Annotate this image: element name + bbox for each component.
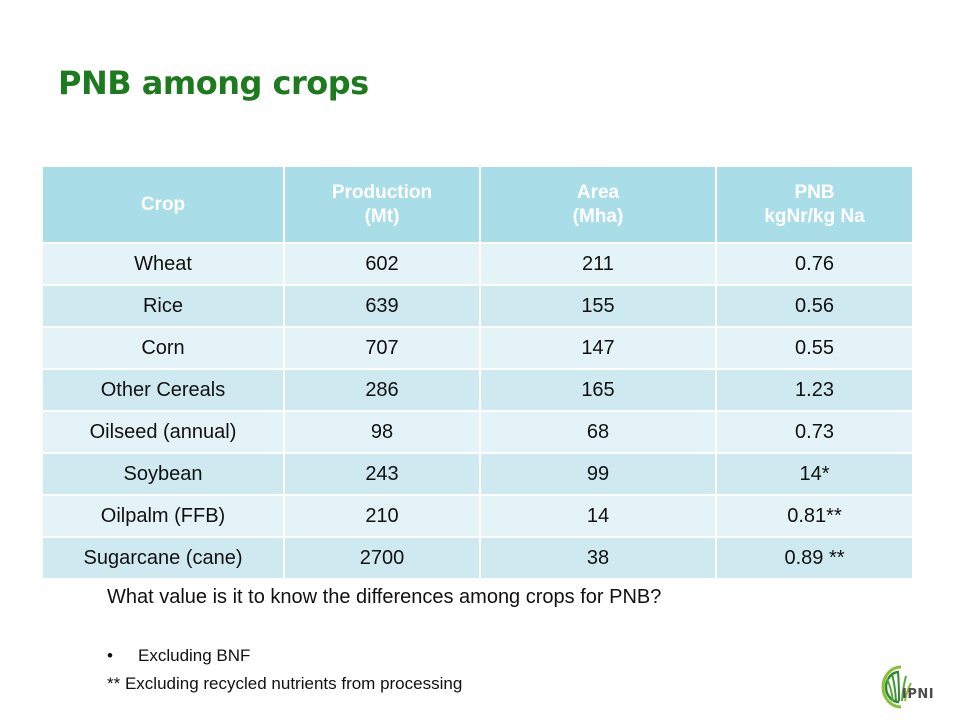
discussion-question: What value is it to know the differences… — [107, 586, 662, 608]
header-area-label: Area — [576, 181, 620, 203]
cell-area: 147 — [480, 326, 717, 369]
cell-area: 99 — [480, 452, 717, 495]
cell-crop: Corn — [43, 326, 285, 369]
cell-production: 707 — [284, 326, 481, 369]
table-row: Rice 639 155 0.56 — [43, 284, 912, 327]
ipni-logo-icon — [881, 665, 912, 709]
footnote-item: • Excluding BNF — [107, 644, 462, 672]
cell-pnb: 0.81** — [716, 494, 912, 537]
table-row: Oilpalm (FFB) 210 14 0.81** — [43, 494, 912, 537]
table-row: Other Cereals 286 165 1.23 — [43, 368, 912, 411]
cell-area: 211 — [480, 242, 717, 285]
header-pnb-label: PNB — [794, 181, 835, 203]
cell-pnb: 14* — [716, 452, 912, 495]
cell-production: 2700 — [284, 536, 481, 578]
cell-production: 639 — [284, 284, 481, 327]
footnote-text: Excluding BNF — [138, 646, 251, 665]
cell-production: 243 — [284, 452, 481, 495]
cell-area: 68 — [480, 410, 717, 453]
cell-pnb: 1.23 — [716, 368, 912, 411]
bullet-icon: • — [107, 646, 113, 665]
cell-crop: Sugarcane (cane) — [43, 536, 285, 578]
footnotes: • Excluding BNF ** Excluding recycled nut… — [107, 644, 462, 700]
header-pnb: PNB kgNr/kg Na — [716, 167, 912, 243]
header-area-unit: (Mha) — [572, 205, 624, 227]
table-header-row: Crop Production (Mt) Area (Mha) PNB kgNr… — [43, 167, 912, 243]
table-row: Soybean 243 99 14* — [43, 452, 912, 495]
logo-text: IPNI — [902, 687, 935, 702]
cell-area: 14 — [480, 494, 717, 537]
header-area: Area (Mha) — [480, 167, 717, 243]
cell-crop: Oilseed (annual) — [43, 410, 285, 453]
cell-area: 38 — [480, 536, 717, 578]
header-production-unit: (Mt) — [364, 205, 400, 227]
cell-pnb: 0.89 ** — [716, 536, 912, 578]
table-row: Oilseed (annual) 98 68 0.73 — [43, 410, 912, 453]
cell-production: 602 — [284, 242, 481, 285]
cell-pnb: 0.76 — [716, 242, 912, 285]
cell-crop: Wheat — [43, 242, 285, 285]
cell-pnb: 0.55 — [716, 326, 912, 369]
header-production: Production (Mt) — [284, 167, 481, 243]
crop-pnb-table: Crop Production (Mt) Area (Mha) PNB kgNr… — [43, 167, 912, 578]
cell-crop: Soybean — [43, 452, 285, 495]
header-crop-label: Crop — [140, 193, 186, 215]
slide-title: PNB among crops — [58, 64, 369, 102]
cell-pnb: 0.73 — [716, 410, 912, 453]
header-production-label: Production — [331, 181, 433, 203]
cell-area: 165 — [480, 368, 717, 411]
footnote-item: ** Excluding recycled nutrients from pro… — [107, 672, 462, 700]
table-row: Corn 707 147 0.55 — [43, 326, 912, 369]
ipni-logo: IPNI — [880, 663, 940, 713]
cell-crop: Rice — [43, 284, 285, 327]
table-row: Sugarcane (cane) 2700 38 0.89 ** — [43, 536, 912, 578]
cell-pnb: 0.56 — [716, 284, 912, 327]
cell-production: 98 — [284, 410, 481, 453]
cell-production: 286 — [284, 368, 481, 411]
cell-production: 210 — [284, 494, 481, 537]
cell-crop: Other Cereals — [43, 368, 285, 411]
table-row: Wheat 602 211 0.76 — [43, 242, 912, 285]
header-crop: Crop — [43, 167, 285, 243]
header-pnb-unit: kgNr/kg Na — [764, 205, 865, 227]
cell-crop: Oilpalm (FFB) — [43, 494, 285, 537]
cell-area: 155 — [480, 284, 717, 327]
footnote-text: ** Excluding recycled nutrients from pro… — [107, 674, 463, 693]
